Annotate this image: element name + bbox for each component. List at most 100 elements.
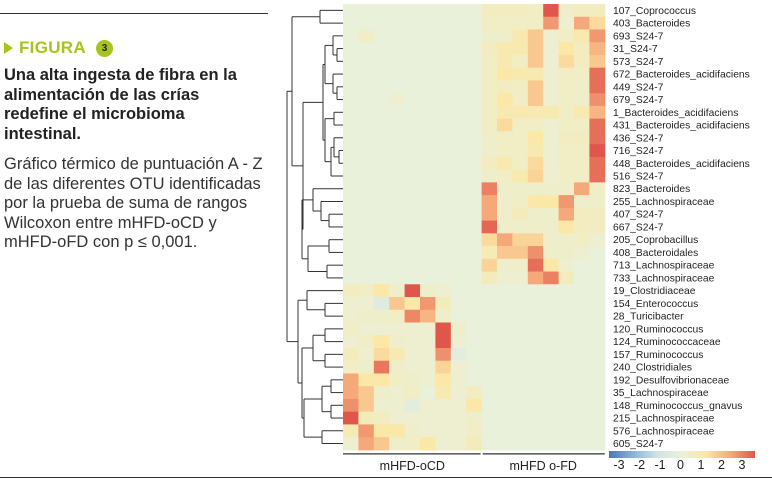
heatmap-cell [481, 437, 498, 451]
heatmap-cell [389, 118, 406, 132]
heatmap-cell [543, 144, 560, 158]
row-label: 107_Coprococcus [613, 6, 696, 17]
heatmap-cell [497, 105, 513, 120]
heatmap-cell [527, 29, 544, 43]
heatmap-cell [373, 29, 390, 43]
heatmap-cell [404, 424, 421, 438]
heatmap-cell [466, 347, 483, 362]
heatmap-cell [512, 309, 529, 323]
heatmap-cell [373, 424, 390, 438]
heatmap-cell [543, 297, 560, 311]
heatmap-cell [358, 271, 375, 285]
heatmap-cell [435, 156, 452, 171]
heatmap-cell [574, 271, 590, 285]
heatmap-cell [358, 16, 375, 30]
row-label: 157_Ruminococcus [613, 350, 703, 361]
heatmap-cell [543, 207, 560, 222]
heatmap-cell [481, 207, 498, 222]
heatmap-cell [389, 42, 406, 56]
heatmap-cell [543, 169, 560, 183]
heatmap-cell [420, 360, 436, 374]
heatmap-cell [543, 80, 560, 94]
figure-caption: Gráfico térmico de puntuación A - Z de l… [4, 155, 263, 251]
heatmap-cell [512, 360, 529, 374]
heatmap-cell [589, 335, 606, 349]
heatmap-cell [466, 373, 483, 387]
heatmap-cell [373, 80, 390, 94]
heatmap-cell [358, 144, 375, 158]
heatmap-cell [358, 360, 375, 374]
heatmap-cell [358, 131, 375, 145]
heatmap-cell [466, 156, 483, 171]
heatmap-cell [512, 29, 529, 43]
heatmap-cell [343, 93, 359, 107]
figure-title: Una alta ingesta de fibra en la alimenta… [4, 66, 237, 143]
color-scale-tick: 3 [739, 458, 746, 472]
heatmap-cell [574, 67, 590, 81]
heatmap-cell [343, 347, 359, 362]
heatmap-cell [435, 144, 452, 158]
heatmap-cell [527, 437, 544, 451]
top-rule [0, 13, 268, 14]
heatmap-cell [343, 105, 359, 120]
heatmap-cell [527, 80, 544, 94]
heatmap-cell [466, 118, 483, 132]
heatmap-cell [420, 386, 436, 400]
heatmap-cell [497, 80, 513, 94]
heatmap-cell [373, 284, 390, 298]
heatmap-cell [497, 156, 513, 171]
heatmap-cell [497, 54, 513, 69]
heatmap-cell [450, 105, 467, 120]
heatmap-cell [574, 156, 590, 171]
heatmap-cell [574, 54, 590, 69]
heatmap-cell [558, 246, 575, 260]
heatmap-cell [512, 271, 529, 285]
heatmap-cell [527, 144, 544, 158]
heatmap-cell [589, 195, 606, 209]
heatmap-cell [466, 131, 483, 145]
triangle-bullet-icon [4, 42, 13, 54]
heatmap-cell [373, 42, 390, 56]
heatmap-cell [543, 386, 560, 400]
heatmap-cell [589, 386, 606, 400]
heatmap-cell [527, 195, 544, 209]
heatmap-cell [481, 67, 498, 81]
heatmap-cell [389, 54, 406, 69]
heatmap-cell [497, 4, 513, 18]
heatmap-cell [481, 360, 498, 374]
heatmap-cell [481, 80, 498, 94]
heatmap-cell [497, 42, 513, 56]
heatmap-cell [512, 207, 529, 222]
heatmap-cell [450, 220, 467, 234]
heatmap-cell [420, 347, 436, 362]
heatmap-cell [450, 54, 467, 69]
figure-number-badge: 3 [95, 39, 113, 57]
heatmap-cell [512, 195, 529, 209]
heatmap-cell [558, 220, 575, 234]
heatmap-cell [420, 335, 436, 349]
heatmap-cell [543, 220, 560, 234]
heatmap-cell [373, 347, 390, 362]
heatmap-cell [558, 54, 575, 69]
heatmap-cell [435, 284, 452, 298]
heatmap-cell [558, 398, 575, 413]
heatmap-cell [512, 156, 529, 171]
heatmap-cell [358, 42, 375, 56]
heatmap-cell [512, 373, 529, 387]
heatmap-cell [450, 411, 467, 425]
heatmap-cell [512, 233, 529, 247]
heatmap-cell [343, 360, 359, 374]
heatmap-cell [558, 29, 575, 43]
heatmap-cell [404, 182, 421, 196]
heatmap-cell [512, 67, 529, 81]
heatmap-cell [450, 322, 467, 336]
heatmap-cell [373, 271, 390, 285]
heatmap-cell [543, 322, 560, 336]
heatmap-cell [420, 284, 436, 298]
heatmap-cell [466, 80, 483, 94]
heatmap-cell [435, 424, 452, 438]
heatmap-cell [404, 309, 421, 323]
heatmap-cell [497, 335, 513, 349]
heatmap-cell [435, 195, 452, 209]
heatmap-cell [574, 398, 590, 413]
